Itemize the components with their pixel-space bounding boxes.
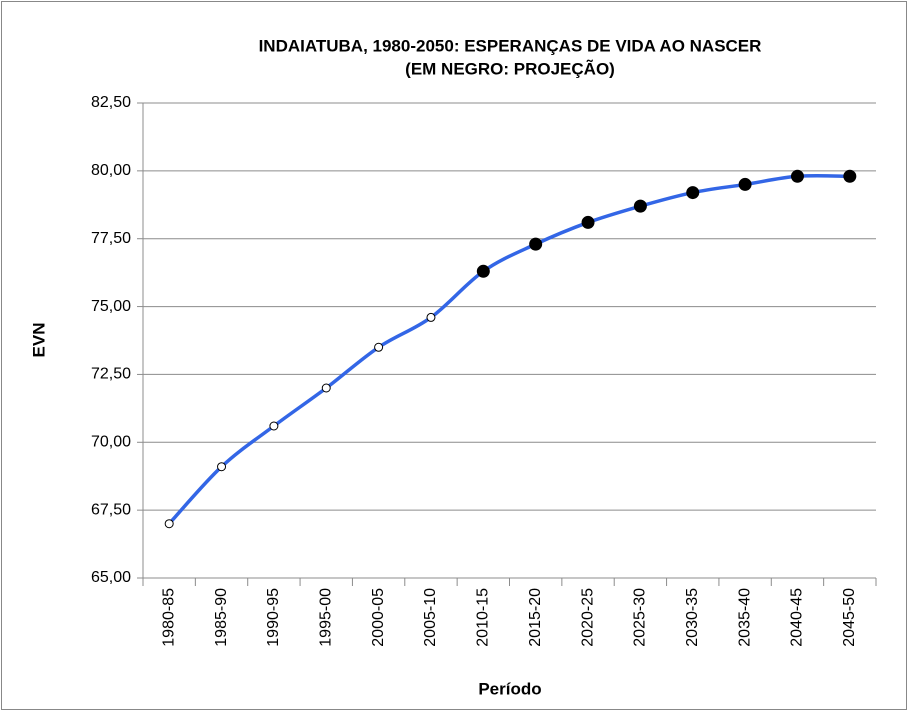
y-tick-label: 80,00	[91, 162, 131, 179]
x-tick-label: 1995-00	[317, 588, 334, 647]
y-tick-label: 72,50	[91, 366, 131, 383]
y-axis-label: EVN	[29, 323, 48, 358]
marker	[217, 462, 227, 472]
x-tick-label: 2025-30	[632, 588, 649, 647]
chart-title: INDAIATUBA, 1980-2050: ESPERANÇAS DE VID…	[259, 36, 762, 55]
x-tick-label: 2005-10	[422, 588, 439, 647]
marker	[633, 199, 647, 213]
x-tick-label: 2015-20	[527, 588, 544, 647]
chart-subtitle: (EM NEGRO: PROJEÇÃO)	[405, 58, 615, 78]
marker	[790, 169, 804, 183]
x-tick-label: 2010-15	[475, 588, 492, 647]
x-tick-label: 1980-85	[160, 588, 177, 647]
x-tick-label: 1985-90	[213, 588, 230, 647]
x-tick-label: 2020-25	[579, 588, 596, 647]
marker	[476, 264, 490, 278]
marker	[686, 186, 700, 200]
y-tick-label: 65,00	[91, 569, 131, 586]
x-tick-label: 2045-50	[841, 588, 858, 647]
marker	[269, 421, 279, 431]
marker	[843, 169, 857, 183]
x-tick-label: 2035-40	[736, 588, 753, 647]
x-tick-label: 1990-95	[265, 588, 282, 647]
marker	[321, 383, 331, 393]
y-tick-label: 67,50	[91, 501, 131, 518]
y-tick-label: 82,50	[91, 94, 131, 111]
y-tick-label: 70,00	[91, 434, 131, 451]
x-tick-label: 2000-05	[370, 588, 387, 647]
marker	[426, 312, 436, 322]
x-tick-label: 2040-45	[789, 588, 806, 647]
marker	[738, 177, 752, 191]
x-axis-label: Período	[478, 679, 541, 698]
y-tick-label: 77,50	[91, 230, 131, 247]
marker	[164, 519, 174, 529]
marker	[581, 215, 595, 229]
y-tick-label: 75,00	[91, 298, 131, 315]
marker	[374, 342, 384, 352]
x-tick-label: 2030-35	[684, 588, 701, 647]
marker	[529, 237, 543, 251]
